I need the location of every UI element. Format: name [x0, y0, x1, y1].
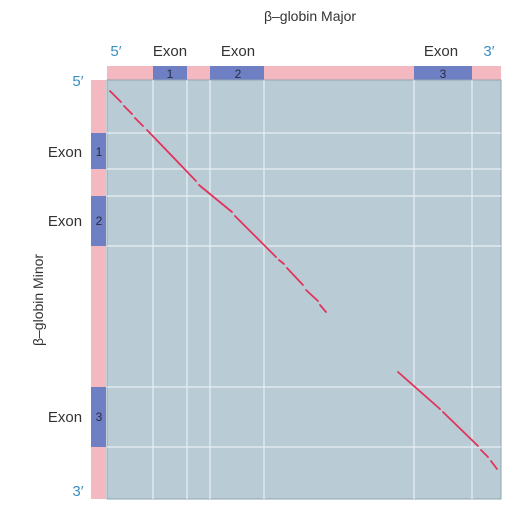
left-exon-1-block: [91, 133, 106, 169]
top-5prime-label: 5′: [110, 43, 121, 60]
left-3prime-label: 3′: [72, 483, 83, 500]
top-exon-1-label: Exon: [153, 43, 187, 60]
diagonal-segment: [234, 215, 277, 258]
diagonal-segment: [198, 184, 233, 213]
alignment-diagonal-upper: [109, 90, 327, 313]
top-exon-3-number: 3: [440, 67, 447, 81]
diagonal-segment: [480, 449, 489, 458]
diagonal-segment: [109, 90, 122, 103]
diagonal-segment: [442, 411, 479, 447]
left-5prime-label: 5′: [72, 73, 83, 90]
left-exon-3-number: 3: [96, 410, 103, 424]
top-exon-3-label: Exon: [424, 43, 458, 60]
top-sequence-strip: [107, 66, 501, 80]
dot-plot-area: [106, 79, 502, 500]
left-exon-3-block: [91, 387, 106, 447]
diagonal-segment: [305, 289, 319, 302]
left-sequence-strip: [91, 80, 106, 499]
diagonal-segment: [319, 304, 327, 313]
exon-boundary-grid: [107, 80, 501, 499]
diagonal-segment: [123, 105, 133, 115]
diagonal-segment: [286, 267, 304, 286]
alignment-diagonal-lower: [397, 371, 498, 470]
top-3prime-label: 3′: [483, 43, 494, 60]
left-exon-1-label: Exon: [48, 144, 82, 161]
top-exon-1-block: [153, 66, 187, 80]
diagonal-segment: [146, 129, 197, 182]
top-exon-1-number: 1: [167, 67, 174, 81]
left-exon-1-number: 1: [96, 145, 103, 159]
left-exon-3-label: Exon: [48, 409, 82, 426]
left-exon-2-label: Exon: [48, 213, 82, 230]
left-exon-2-block: [91, 196, 106, 246]
top-exon-3-block: [414, 66, 472, 80]
diagonal-segment: [490, 460, 498, 470]
left-axis-title: β–globin Minor: [30, 254, 46, 346]
top-exon-2-block: [210, 66, 264, 80]
top-intron-strip: [107, 66, 501, 80]
top-exon-2-number: 2: [235, 67, 242, 81]
top-exon-2-label: Exon: [221, 43, 255, 60]
diagonal-segment: [278, 259, 285, 265]
left-exon-2-number: 2: [96, 214, 103, 228]
diagonal-segment: [397, 371, 441, 410]
diagonal-segment: [134, 117, 144, 127]
top-axis-title: β–globin Major: [264, 8, 356, 24]
